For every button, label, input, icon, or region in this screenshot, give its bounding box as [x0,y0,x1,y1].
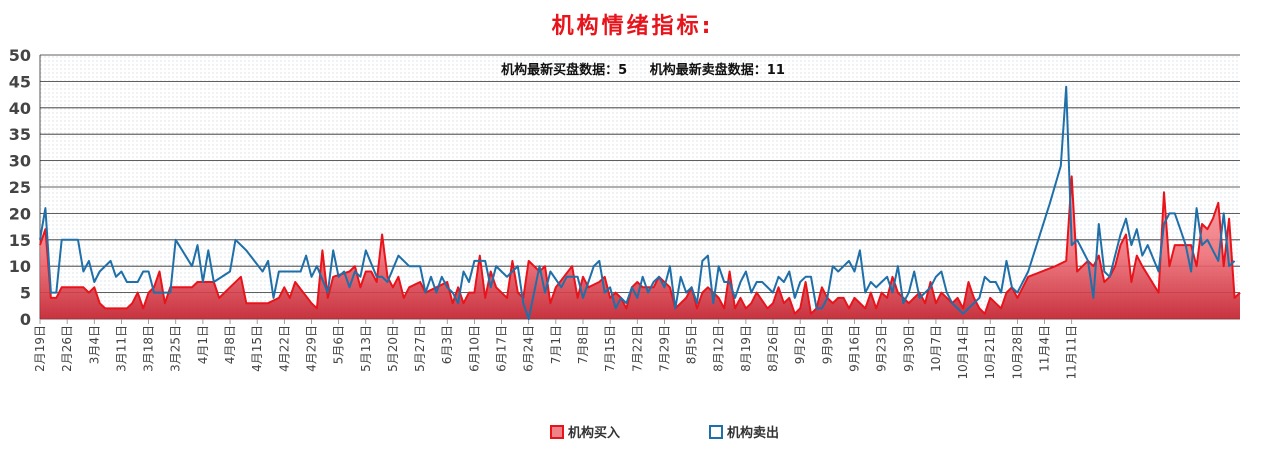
x-tick-label: 3月11日 [114,325,128,372]
x-tick-label: 5月13日 [359,325,373,372]
legend-swatch-sell [709,425,723,439]
y-tick-label: 0 [20,310,31,329]
y-tick-label: 30 [9,152,31,171]
x-tick-label: 5月27日 [413,325,427,372]
x-tick-label: 10月14日 [956,325,970,380]
x-tick-label: 2月19日 [33,325,47,372]
y-tick-label: 50 [9,46,31,65]
y-tick-label: 45 [9,72,31,91]
legend-label-buy: 机构买入 [568,425,620,441]
series-layer [39,85,1241,320]
x-tick-label: 4月22日 [277,325,291,372]
legend-swatch-buy [550,425,564,439]
x-tick-label: 6月10日 [467,325,481,372]
x-tick-label: 9月23日 [875,325,889,372]
y-tick-label: 40 [9,99,31,118]
x-tick-label: 9月2日 [793,325,807,364]
x-tick-label: 5月20日 [386,325,400,372]
x-tick-label: 11月11日 [1065,325,1079,380]
x-tick-label: 7月22日 [630,325,644,372]
x-tick-label: 7月1日 [549,325,563,364]
x-tick-label: 3月18日 [142,325,156,372]
x-tick-label: 8月26日 [766,325,780,372]
y-tick-label: 25 [9,178,31,197]
y-tick-label: 20 [9,204,31,223]
x-tick-label: 3月4日 [87,325,101,364]
x-tick-label: 4月8日 [223,325,237,364]
x-tick-label: 3月25日 [169,325,183,372]
x-tick-label: 7月15日 [603,325,617,372]
x-tick-label: 8月5日 [685,325,699,364]
series-area-buy [40,176,1240,319]
latest-data-annotation: 机构最新买盘数据：5 机构最新卖盘数据：11 [501,62,785,78]
x-tick-label: 4月1日 [196,325,210,364]
x-tick-label: 2月26日 [60,325,74,372]
series-line-sell [39,85,1236,320]
chart-title: 机构情绪指标: [551,14,714,39]
x-tick-label: 7月8日 [576,325,590,364]
y-tick-label: 15 [9,231,31,250]
legend: 机构买入 机构卖出 [550,425,779,441]
x-tick-label: 10月28日 [1010,325,1024,380]
x-tick-label: 8月19日 [739,325,753,372]
x-tick-label: 7月29日 [657,325,671,372]
y-axis: 0 5 10 15 20 25 30 35 40 45 50 [9,46,31,329]
x-tick-label: 6月3日 [440,325,454,364]
series-line-buy [39,175,1241,315]
x-tick-label: 6月17日 [495,325,509,372]
x-tick-label: 10月21日 [983,325,997,380]
x-tick-label: 8月12日 [712,325,726,372]
grid-lines [39,54,1240,320]
y-tick-label: 10 [9,257,31,276]
x-axis: 2月19日 2月26日 3月4日 3月11日 3月18日 3月25日 4月1日 4月8日 4月1… [33,319,1079,380]
x-tick-label: 9月9日 [820,325,834,364]
x-tick-label: 9月30日 [902,325,916,372]
y-tick-label: 35 [9,125,31,144]
x-tick-label: 4月29日 [304,325,318,372]
x-tick-label: 10月7日 [929,325,943,372]
x-tick-label: 4月15日 [250,325,264,372]
legend-label-sell: 机构卖出 [727,425,779,441]
x-tick-label: 9月16日 [847,325,861,372]
x-tick-label: 11月4日 [1038,325,1052,372]
x-tick-label: 6月24日 [522,325,536,372]
x-tick-label: 5月6日 [332,325,346,364]
y-tick-label: 5 [20,284,31,303]
